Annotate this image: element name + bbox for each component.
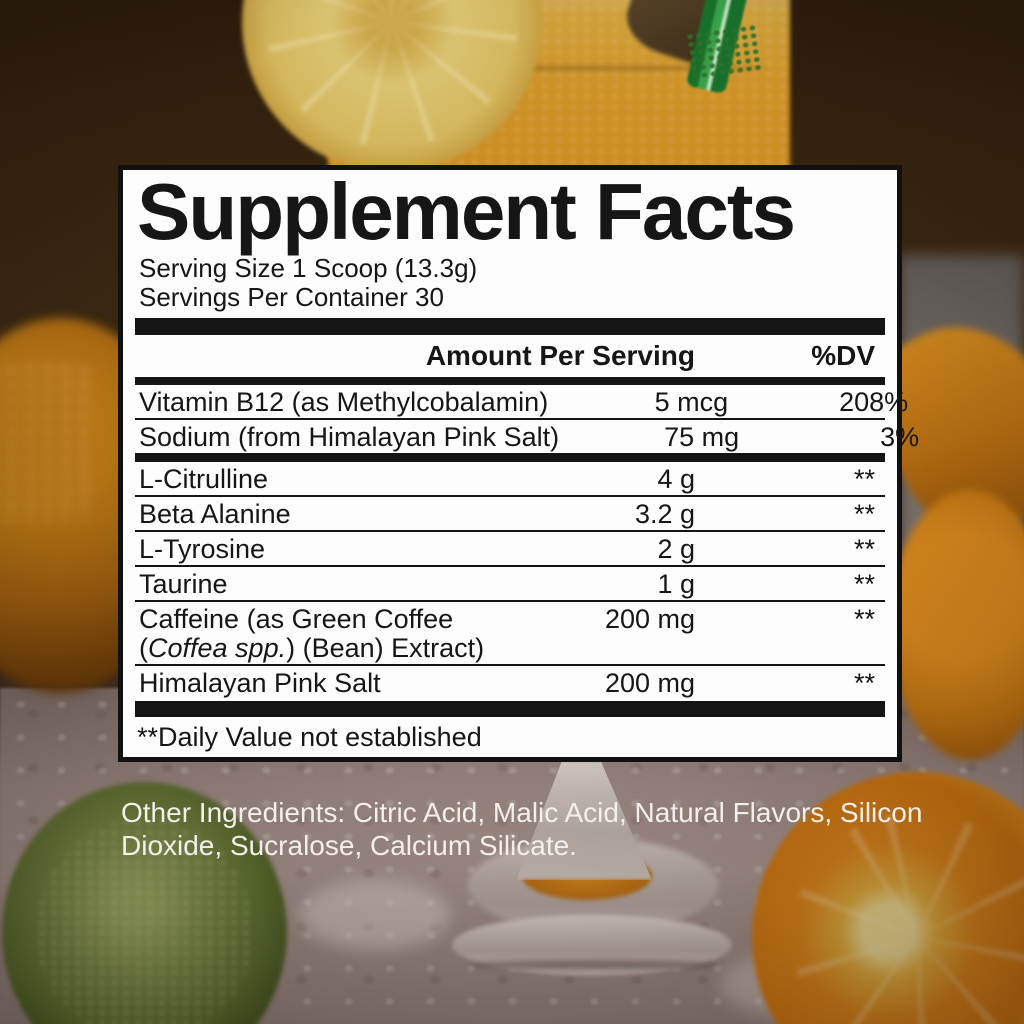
nutrient-name: L-Tyrosine [139,534,266,564]
nutrient-amount: 75 mg [664,422,740,452]
nutrient-dv: ** [853,569,875,599]
nutrient-amount: 2 g [657,534,695,564]
nutrient-amount: 5 mcg [654,387,729,417]
column-header-row: Amount Per Serving %DV [135,335,885,377]
nutrient-name: Vitamin B12 (as Methylcobalamin) [139,387,549,417]
nutrient-dv: ** [853,499,875,529]
dv-column-header: %DV [811,340,875,371]
nutrient-amount: 4 g [657,464,695,494]
amount-column-header: Amount Per Serving [425,340,695,371]
salt-speckles [0,363,95,521]
nutrient-amount: 200 mg [604,668,695,698]
nutrient-amount: 3.2 g [634,499,695,529]
daily-value-footnote: **Daily Value not established [137,722,482,752]
nutrient-name: Himalayan Pink Salt [139,668,381,698]
base-shadow [470,960,720,970]
nutrient-name-line1: Caffeine (as Green Coffee [139,604,454,634]
table-row: Vitamin B12 (as Methylcobalamin) 5 mcg 2… [135,385,908,420]
panel-title: Supplement Facts [137,167,796,256]
liquid-line [351,66,767,70]
nutrient-dv: 208% [839,387,909,417]
other-ingredients: Other Ingredients: Citric Acid, Malic Ac… [121,796,961,862]
table-row: L-Tyrosine 2 g ** [135,532,885,567]
divider-thick-top [135,318,885,335]
nutrient-dv: ** [853,604,875,634]
ice-highlight [300,880,450,950]
table-row: Himalayan Pink Salt 200 mg ** [135,666,885,699]
nutrient-name: Taurine [139,569,228,599]
other-ingredients-line2: Dioxide, Sucralose, Calcium Silicate. [121,830,577,861]
serving-size: Serving Size 1 Scoop (13.3g) [139,253,478,283]
table-row: Taurine 1 g ** [135,567,885,602]
table-row: Sodium (from Himalayan Pink Salt) 75 mg … [135,420,919,453]
other-ingredients-line1: Other Ingredients: Citric Acid, Malic Ac… [121,797,923,828]
table-row: Beta Alanine 3.2 g ** [135,497,885,532]
nutrient-amount: 200 mg [604,604,695,634]
divider-thick-bottom [135,701,885,717]
table-row: Caffeine (as Green Coffee (Coffea spp.) … [135,602,885,666]
nutrient-dv: 3% [880,422,920,452]
nutrient-name: Caffeine (as Green Coffee (Coffea spp.) … [135,605,515,663]
nutrient-name: L-Citrulline [139,464,269,494]
orange-wedge-right-bottom [890,490,1024,760]
servings-per-container: Servings Per Container 30 [139,282,444,312]
table-row: L-Citrulline 4 g ** [135,462,885,497]
lime-pulp [36,818,253,1024]
nutrient-dv: ** [853,668,875,698]
nutrient-name-line2: (Coffea spp.) (Bean) Extract) [139,633,485,663]
divider-medium [135,377,885,385]
supplement-facts-panel: Supplement Facts Serving Size 1 Scoop (1… [118,165,919,762]
nutrient-dv: ** [853,464,875,494]
lime-half [2,782,287,1024]
nutrient-name: Sodium (from Himalayan Pink Salt) [139,422,560,452]
nutrient-dv: ** [853,534,875,564]
nutrient-amount: 1 g [657,569,695,599]
nutrient-name: Beta Alanine [139,499,291,529]
divider-thick-middle [135,453,885,462]
